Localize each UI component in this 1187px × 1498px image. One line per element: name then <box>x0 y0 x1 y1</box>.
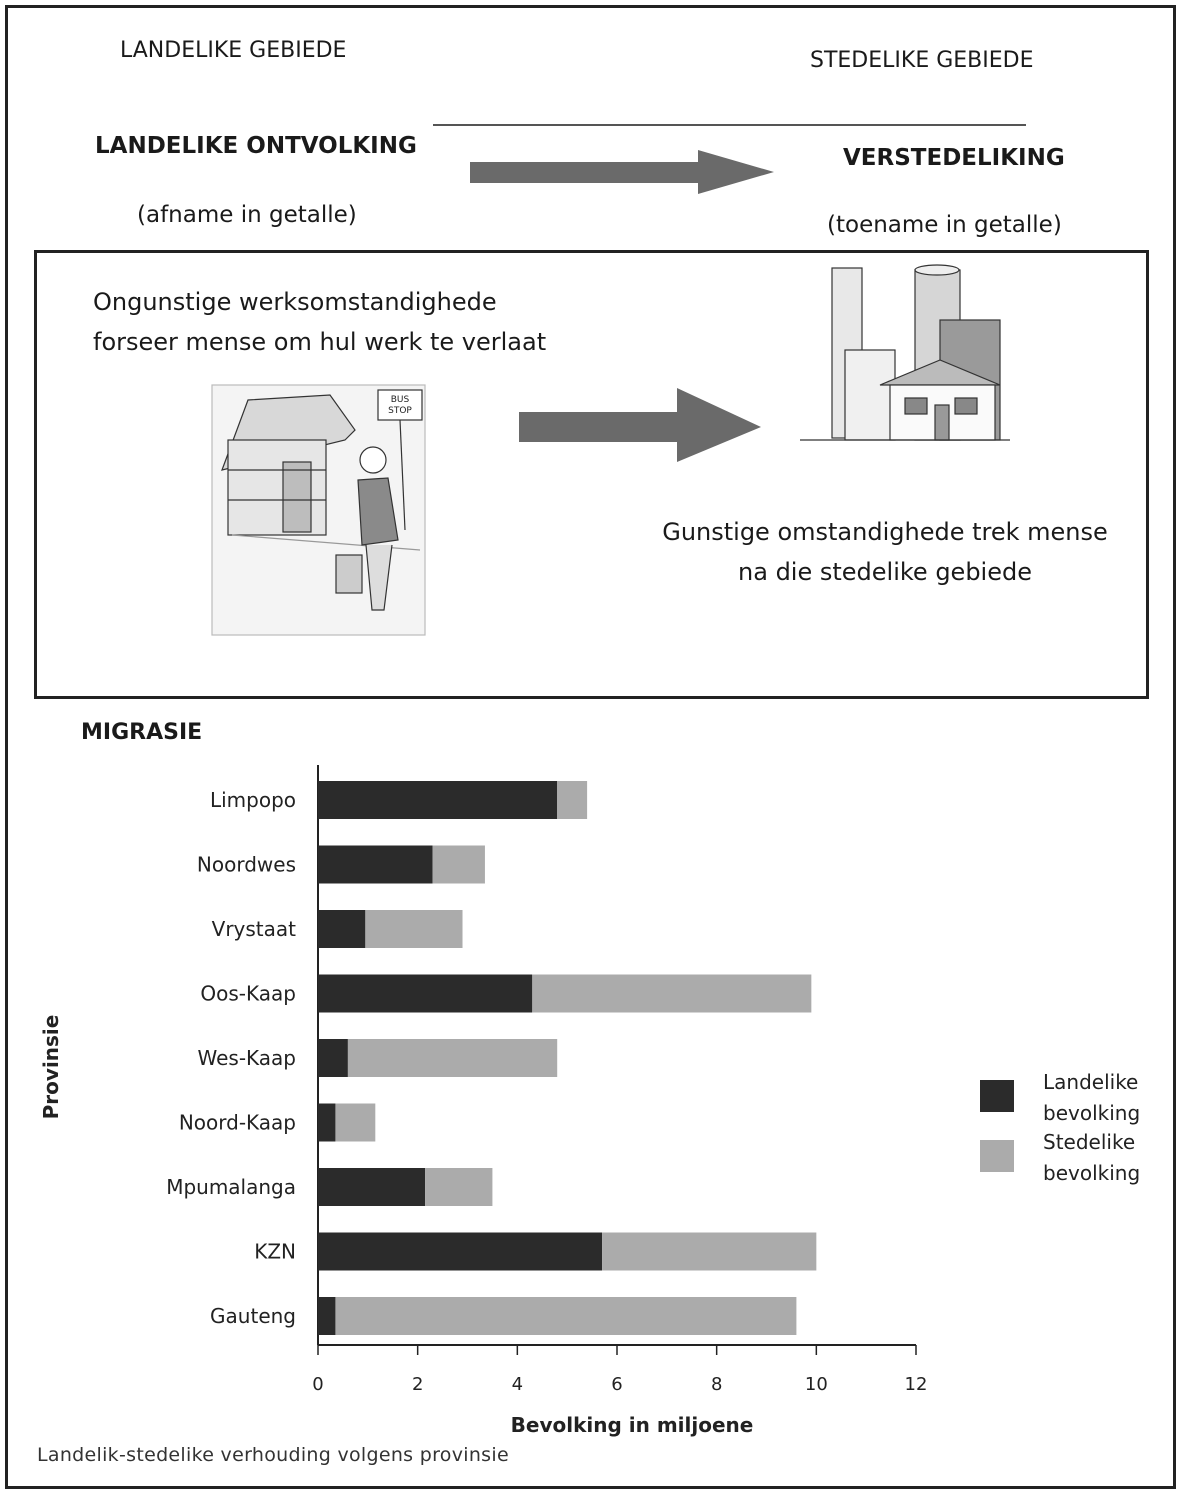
category-label: Gauteng <box>210 1304 296 1328</box>
legend-label: bevolking <box>1043 1161 1140 1185</box>
bar-urban <box>532 974 812 1013</box>
push-pull-box <box>34 250 1149 699</box>
bar-urban <box>335 1103 376 1142</box>
x-tick-label: 6 <box>611 1374 622 1395</box>
decrease-note: (afname in getalle) <box>137 202 357 228</box>
category-label: Oos-Kaap <box>200 982 296 1006</box>
bar-rural <box>318 1039 348 1077</box>
pull-factor-text: Gunstige omstandighede trek mense na die… <box>662 518 1108 586</box>
legend-swatch-urban <box>980 1140 1014 1172</box>
category-label: Limpopo <box>210 788 296 812</box>
category-label: Noord-Kaap <box>179 1111 296 1135</box>
bar-urban <box>425 1168 493 1206</box>
bar-rural <box>318 845 433 884</box>
bar-urban <box>432 845 485 884</box>
bar-rural <box>318 1297 336 1335</box>
rural-area-label: LANDELIKE GEBIEDE <box>120 38 347 63</box>
header-divider <box>433 124 1026 126</box>
category-label: Vrystaat <box>212 917 297 941</box>
x-tick-label: 10 <box>805 1374 828 1395</box>
x-axis-title: Bevolking in miljoene <box>511 1413 754 1437</box>
x-tick-label: 2 <box>412 1374 423 1395</box>
push-factor-text: Ongunstige werksomstandighede forseer me… <box>93 288 547 356</box>
rural-shack-person-icon <box>211 384 426 636</box>
x-tick-label: 0 <box>312 1374 323 1395</box>
bar-rural <box>318 1232 603 1271</box>
x-tick-label: 4 <box>512 1374 523 1395</box>
bar-rural <box>318 781 558 819</box>
bar-rural <box>318 1103 336 1142</box>
urbanisation-label: VERSTEDELIKING <box>843 145 1065 171</box>
bus-stop-sign-text: BUS <box>391 395 410 405</box>
legend-label: bevolking <box>1043 1101 1140 1125</box>
urban-area-label: STEDELIKE GEBIEDE <box>810 48 1034 73</box>
migration-arrow-middle-icon <box>519 388 761 462</box>
bar-urban <box>365 910 463 948</box>
bar-rural <box>318 910 366 948</box>
increase-note: (toename in getalle) <box>827 212 1062 238</box>
page-frame <box>5 5 1176 1489</box>
migration-arrow-top-icon <box>470 150 774 194</box>
category-label: Wes-Kaap <box>197 1046 296 1070</box>
category-label: KZN <box>254 1240 296 1264</box>
section-title: MIGRASIE <box>81 720 203 745</box>
bar-urban <box>602 1232 817 1271</box>
bar-rural <box>318 1168 426 1206</box>
y-axis-title: Provinsie <box>39 1015 63 1120</box>
rural-depopulation-label: LANDELIKE ONTVOLKING <box>95 133 417 159</box>
category-label: Mpumalanga <box>166 1175 296 1199</box>
category-label: Noordwes <box>197 853 296 877</box>
city-buildings-icon <box>800 264 1010 441</box>
legend-label: Stedelike <box>1043 1130 1135 1154</box>
svg-text:STOP: STOP <box>388 406 412 416</box>
legend-label: Landelike <box>1043 1070 1138 1094</box>
bar-urban <box>335 1297 797 1335</box>
x-tick-label: 12 <box>905 1374 928 1395</box>
bar-urban <box>557 781 588 819</box>
chart-caption: Landelik-stedelike verhouding volgens pr… <box>37 1444 509 1466</box>
bar-rural <box>318 974 533 1013</box>
x-tick-label: 8 <box>711 1374 722 1395</box>
bar-urban <box>347 1039 558 1077</box>
legend-swatch-rural <box>980 1080 1014 1112</box>
